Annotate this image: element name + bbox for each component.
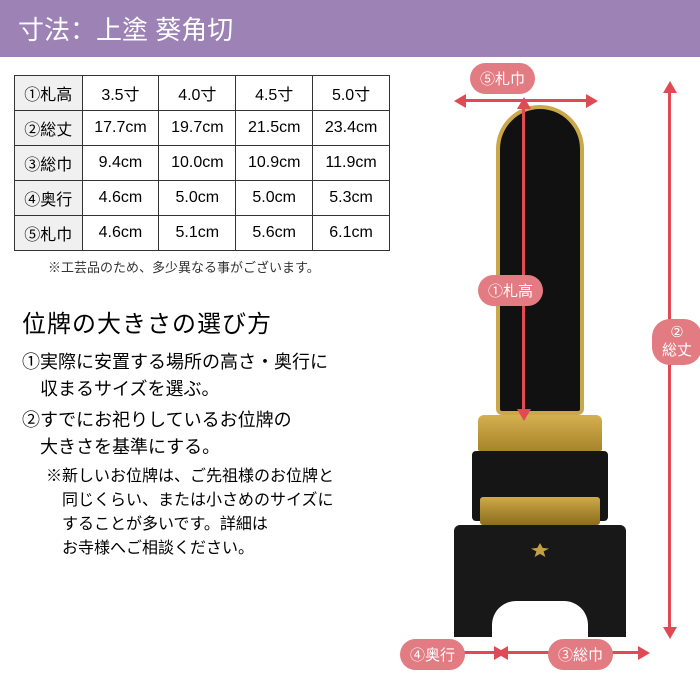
cell: 5.0寸 bbox=[313, 76, 390, 111]
cell: 19.7cm bbox=[159, 111, 236, 146]
row-header: ④奥行 bbox=[15, 181, 83, 216]
cell: 4.0寸 bbox=[159, 76, 236, 111]
row-header: ①札高 bbox=[15, 76, 83, 111]
howto-sub: ※新しいお位牌は、ご先祖様のお位牌と 同じくらい、または小さめのサイズに するこ… bbox=[22, 465, 390, 561]
cell: 4.6cm bbox=[82, 181, 159, 216]
header: 寸法：上塗 葵角切 bbox=[0, 0, 700, 57]
cell: 5.1cm bbox=[159, 216, 236, 251]
header-title: 寸法：上塗 葵角切 bbox=[18, 15, 233, 45]
cell: 9.4cm bbox=[82, 146, 159, 181]
cell: 4.6cm bbox=[82, 216, 159, 251]
cell: 4.5寸 bbox=[236, 76, 313, 111]
howto-list: ①実際に安置する場所の高さ・奥行に 収まるサイズを選ぶ。 ②すでにお祀りしている… bbox=[14, 349, 390, 561]
table-row: ④奥行 4.6cm 5.0cm 5.0cm 5.3cm bbox=[15, 181, 390, 216]
table-note: ※工芸品のため、多少異なる事がございます。 bbox=[14, 257, 390, 276]
dim-label-1: ①札高 bbox=[478, 275, 543, 306]
product-illustration bbox=[450, 105, 630, 635]
howto-item: ②すでにお祀りしているお位牌の 大きさを基準にする。 bbox=[22, 407, 390, 461]
table-row: ②総丈 17.7cm 19.7cm 21.5cm 23.4cm bbox=[15, 111, 390, 146]
howto-title: 位牌の大きさの選び方 bbox=[14, 304, 390, 339]
cell: 11.9cm bbox=[313, 146, 390, 181]
cell: 5.6cm bbox=[236, 216, 313, 251]
dim-label-2: ② 総丈 bbox=[652, 319, 700, 365]
dim-label-4: ④奥行 bbox=[400, 639, 465, 670]
dim-label-3: ③総巾 bbox=[548, 639, 613, 670]
cell: 5.0cm bbox=[236, 181, 313, 216]
cell: 3.5寸 bbox=[82, 76, 159, 111]
dim-label-5: ⑤札巾 bbox=[470, 63, 535, 94]
cell: 5.3cm bbox=[313, 181, 390, 216]
arrow-1 bbox=[522, 109, 525, 409]
content: ①札高 3.5寸 4.0寸 4.5寸 5.0寸 ②総丈 17.7cm 19.7c… bbox=[0, 57, 700, 695]
dimension-table: ①札高 3.5寸 4.0寸 4.5寸 5.0寸 ②総丈 17.7cm 19.7c… bbox=[14, 75, 390, 251]
howto-item: ①実際に安置する場所の高さ・奥行に 収まるサイズを選ぶ。 bbox=[22, 349, 390, 403]
cell: 21.5cm bbox=[236, 111, 313, 146]
diagram: ⑤札巾 ①札高 ② 総丈 ③総巾 ④奥行 bbox=[400, 75, 686, 695]
cell: 10.0cm bbox=[159, 146, 236, 181]
row-header: ⑤札巾 bbox=[15, 216, 83, 251]
cell: 17.7cm bbox=[82, 111, 159, 146]
cell: 23.4cm bbox=[313, 111, 390, 146]
row-header: ②総丈 bbox=[15, 111, 83, 146]
cell: 6.1cm bbox=[313, 216, 390, 251]
table-row: ①札高 3.5寸 4.0寸 4.5寸 5.0寸 bbox=[15, 76, 390, 111]
table-row: ③総巾 9.4cm 10.0cm 10.9cm 11.9cm bbox=[15, 146, 390, 181]
cell: 5.0cm bbox=[159, 181, 236, 216]
cell: 10.9cm bbox=[236, 146, 313, 181]
row-header: ③総巾 bbox=[15, 146, 83, 181]
table-row: ⑤札巾 4.6cm 5.1cm 5.6cm 6.1cm bbox=[15, 216, 390, 251]
left-column: ①札高 3.5寸 4.0寸 4.5寸 5.0寸 ②総丈 17.7cm 19.7c… bbox=[14, 75, 390, 695]
